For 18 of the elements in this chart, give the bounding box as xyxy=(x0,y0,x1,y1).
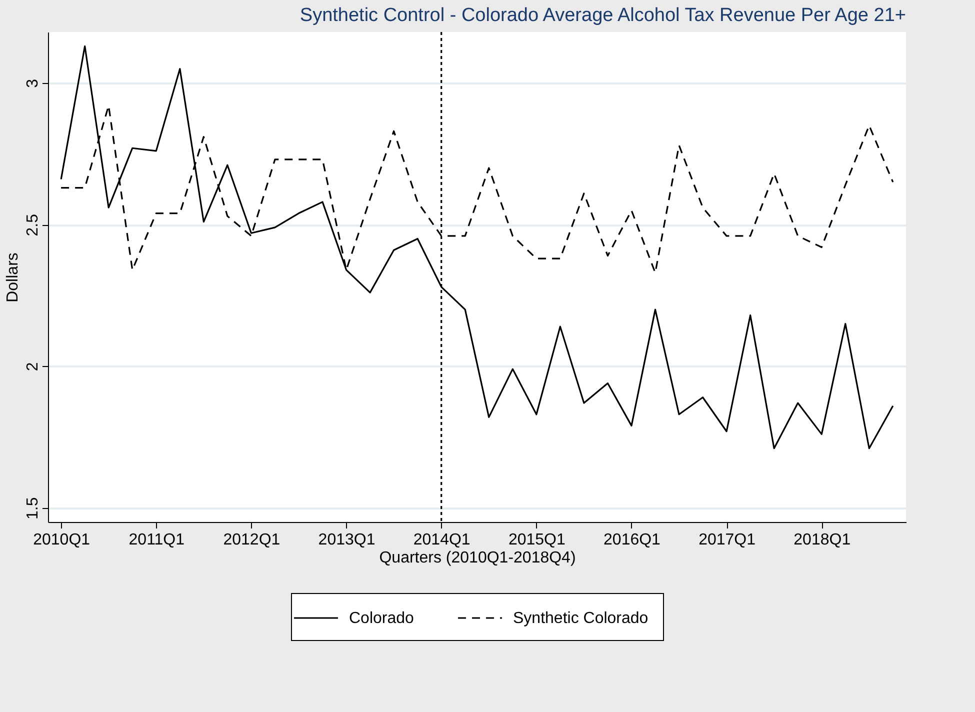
x-tick-label: 2016Q1 xyxy=(604,532,661,548)
chart-title: Synthetic Control - Colorado Average Alcohol Tax Revenue Per Age 21+ xyxy=(300,5,906,26)
y-tick-label: 3 xyxy=(24,78,42,88)
y-tick-label: 2.5 xyxy=(24,214,42,236)
x-tick-label: 2014Q1 xyxy=(413,532,470,548)
x-tick-label: 2011Q1 xyxy=(128,532,185,548)
x-tick-label: 2018Q1 xyxy=(794,532,851,548)
legend-label: Synthetic Colorado xyxy=(513,610,648,627)
y-tick-label: 2 xyxy=(24,362,42,372)
x-axis-title: Quarters (2010Q1-2018Q4) xyxy=(379,550,576,566)
y-axis-title: Dollars xyxy=(4,252,22,302)
x-tick-label: 2010Q1 xyxy=(33,532,90,548)
x-tick-label: 2013Q1 xyxy=(318,532,376,548)
x-tick-label: 2017Q1 xyxy=(698,532,756,548)
y-tick-label: 1.5 xyxy=(24,497,42,520)
legend-label: Colorado xyxy=(349,610,414,627)
x-tick-label: 2012Q1 xyxy=(223,532,280,548)
x-tick-label: 2015Q1 xyxy=(508,532,566,548)
